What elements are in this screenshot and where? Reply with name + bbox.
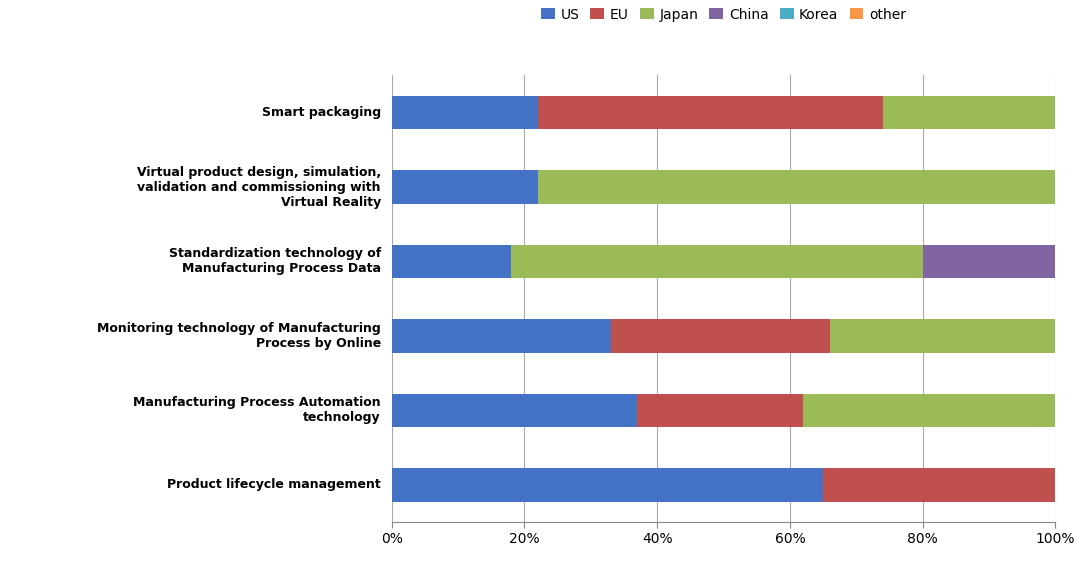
Bar [511,245,923,278]
Bar [537,96,882,129]
Bar [882,96,1055,129]
Text: Smart packaging: Smart packaging [262,106,381,119]
Bar [923,245,1055,278]
Text: Monitoring technology of Manufacturing
Process by Online: Monitoring technology of Manufacturing P… [97,322,381,350]
Bar [392,468,823,502]
Bar [830,319,1055,353]
Bar [537,171,1055,204]
Bar [638,394,803,427]
Legend: US, EU, Japan, China, Korea, other: US, EU, Japan, China, Korea, other [535,2,912,27]
Text: Product lifecycle management: Product lifecycle management [168,478,381,491]
Bar [392,96,537,129]
Bar [392,319,610,353]
Text: Standardization technology of
Manufacturing Process Data: Standardization technology of Manufactur… [169,248,381,276]
Text: Virtual product design, simulation,
validation and commissioning with
Virtual Re: Virtual product design, simulation, vali… [137,165,381,209]
Bar [392,245,511,278]
Bar [392,394,638,427]
Bar [610,319,830,353]
Bar [823,468,1055,502]
Bar [803,394,1055,427]
Bar [392,171,537,204]
Text: Manufacturing Process Automation
technology: Manufacturing Process Automation technol… [133,396,381,425]
